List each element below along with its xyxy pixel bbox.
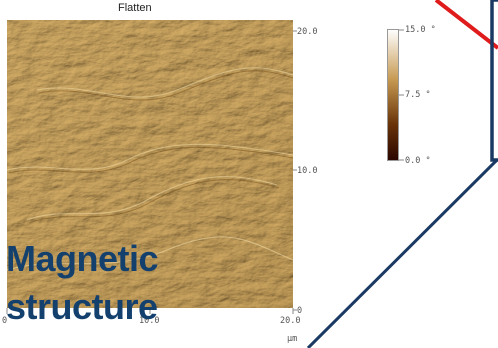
afm-phase-image — [7, 20, 293, 308]
right-tick-bottom: 0 — [297, 306, 303, 316]
bottom-tick-right: 20.0 — [280, 316, 301, 326]
image-title: Flatten — [118, 2, 152, 14]
colorbar-tick-max: 15.0 ° — [405, 25, 436, 35]
right-tick-top: 20.0 — [297, 27, 318, 37]
right-tick-mid: 10.0 — [297, 166, 318, 176]
overlay-label-line2: structure — [6, 286, 158, 327]
colorbar-ticks — [399, 29, 404, 161]
axis-unit: µm — [287, 334, 298, 344]
colorbar-tick-mid: 7.5 ° — [405, 90, 431, 100]
bottom-tick-mid: 10.0 — [139, 316, 160, 326]
colorbar-tick-min: 0.0 ° — [405, 156, 431, 166]
overlay-label-line1: Magnetic — [6, 238, 159, 279]
bottom-tick-left: 0 — [2, 316, 8, 326]
colorbar — [387, 29, 399, 161]
